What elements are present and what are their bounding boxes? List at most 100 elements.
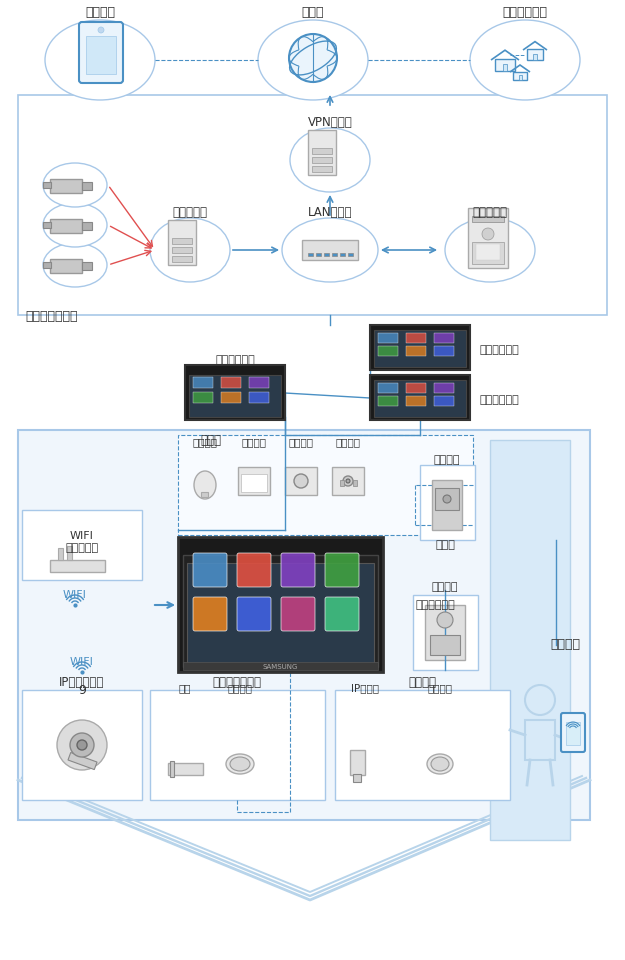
Bar: [378, 396, 398, 406]
Text: IP网络摄像机: IP网络摄像机: [59, 676, 105, 688]
FancyBboxPatch shape: [374, 380, 466, 417]
Bar: [434, 396, 454, 406]
Text: 视频服务器: 视频服务器: [173, 205, 208, 219]
Bar: [425, 605, 465, 660]
Ellipse shape: [150, 218, 230, 282]
Text: 建筑物公共区域: 建筑物公共区域: [25, 310, 78, 324]
Bar: [340, 480, 344, 486]
Circle shape: [70, 733, 94, 757]
Bar: [201, 492, 208, 497]
FancyBboxPatch shape: [281, 597, 315, 631]
Text: SAMSUNG: SAMSUNG: [262, 664, 298, 670]
FancyBboxPatch shape: [22, 510, 142, 580]
Bar: [527, 49, 543, 60]
Ellipse shape: [194, 471, 216, 499]
FancyBboxPatch shape: [185, 365, 285, 420]
Ellipse shape: [427, 754, 453, 774]
Bar: [221, 392, 241, 403]
Bar: [67, 546, 72, 560]
Circle shape: [443, 495, 451, 503]
Ellipse shape: [258, 20, 368, 100]
Bar: [43, 262, 51, 268]
Bar: [50, 560, 105, 572]
Bar: [238, 467, 270, 495]
Bar: [302, 240, 358, 260]
Text: 智能家庭终端: 智能家庭终端: [415, 600, 455, 610]
Bar: [519, 75, 521, 80]
Circle shape: [57, 720, 107, 770]
Bar: [308, 130, 336, 175]
FancyBboxPatch shape: [325, 553, 359, 587]
Bar: [178, 435, 473, 535]
Circle shape: [346, 479, 350, 483]
Bar: [50, 259, 82, 273]
Ellipse shape: [294, 474, 308, 488]
Bar: [43, 182, 51, 188]
Bar: [434, 333, 454, 343]
Text: WIFI: WIFI: [63, 590, 87, 600]
Bar: [170, 761, 174, 777]
Bar: [350, 750, 365, 775]
Bar: [249, 377, 269, 388]
Bar: [50, 219, 82, 233]
Bar: [513, 71, 527, 80]
Text: 控制器: 控制器: [200, 434, 221, 446]
Bar: [434, 383, 454, 393]
FancyBboxPatch shape: [183, 555, 378, 667]
Ellipse shape: [470, 20, 580, 100]
Bar: [406, 346, 426, 356]
Bar: [566, 722, 580, 745]
Bar: [378, 346, 398, 356]
FancyBboxPatch shape: [370, 325, 470, 370]
Circle shape: [77, 740, 87, 750]
FancyBboxPatch shape: [189, 375, 281, 417]
Text: 节能插座: 节能插座: [336, 437, 361, 447]
FancyBboxPatch shape: [18, 430, 590, 820]
Bar: [82, 182, 92, 190]
Bar: [221, 377, 241, 388]
Bar: [332, 467, 364, 495]
Text: 智能照明: 智能照明: [289, 437, 314, 447]
Text: 9: 9: [78, 684, 86, 697]
FancyBboxPatch shape: [237, 597, 271, 631]
Text: 远程控制: 远程控制: [550, 638, 580, 652]
Bar: [316, 253, 321, 256]
Bar: [168, 220, 196, 265]
Bar: [308, 253, 313, 256]
Text: 燃气阔阀: 燃气阔阀: [192, 437, 218, 447]
FancyBboxPatch shape: [150, 690, 325, 800]
Bar: [472, 242, 504, 264]
Text: LAN局域网: LAN局域网: [308, 205, 352, 219]
Text: WIFI: WIFI: [70, 657, 94, 667]
Text: 门磁: 门磁: [179, 683, 191, 693]
Bar: [86, 36, 116, 74]
FancyBboxPatch shape: [237, 553, 271, 587]
Text: 公用门厅机: 公用门厅机: [472, 205, 508, 219]
Text: 可视门铃: 可视门铃: [432, 582, 458, 592]
Text: 选配设备: 选配设备: [408, 676, 436, 688]
Bar: [476, 244, 500, 260]
Bar: [533, 54, 537, 60]
Text: 智能家庭终端: 智能家庭终端: [480, 395, 520, 405]
Bar: [432, 480, 462, 530]
Polygon shape: [525, 720, 555, 760]
Bar: [332, 253, 337, 256]
Bar: [495, 60, 515, 71]
Bar: [406, 383, 426, 393]
FancyBboxPatch shape: [325, 597, 359, 631]
Ellipse shape: [290, 128, 370, 192]
Text: 空调控制: 空调控制: [241, 437, 266, 447]
Bar: [312, 157, 332, 163]
Bar: [472, 216, 504, 222]
Bar: [340, 253, 345, 256]
Bar: [82, 262, 92, 270]
Ellipse shape: [230, 757, 250, 771]
FancyBboxPatch shape: [22, 690, 142, 800]
Bar: [435, 488, 459, 510]
FancyBboxPatch shape: [490, 440, 570, 840]
Bar: [172, 256, 192, 262]
Text: 动态侵测: 动态侵测: [428, 683, 452, 693]
FancyBboxPatch shape: [281, 553, 315, 587]
FancyBboxPatch shape: [193, 597, 227, 631]
Ellipse shape: [43, 203, 107, 247]
